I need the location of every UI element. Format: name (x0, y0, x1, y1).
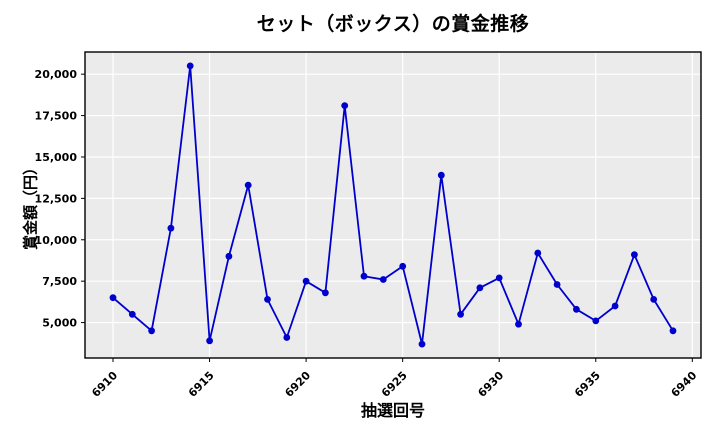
chart-title: セット（ボックス）の賞金推移 (256, 13, 530, 35)
data-point (128, 310, 136, 318)
data-point (244, 181, 252, 189)
x-tick-label: 6925 (379, 369, 410, 400)
x-tick-label: 6920 (282, 369, 313, 400)
data-point (437, 171, 445, 179)
data-point (322, 289, 329, 297)
x-axis-label: 抽選回号 (360, 401, 425, 420)
data-point (379, 276, 387, 283)
x-tick-label: 6940 (669, 369, 700, 400)
data-point (206, 337, 214, 345)
data-point (476, 284, 484, 292)
data-point (534, 249, 542, 257)
data-point (302, 277, 310, 285)
data-point (592, 317, 600, 325)
x-tick-label: 6910 (89, 369, 120, 400)
y-tick-label: 10,000 (35, 234, 78, 247)
data-point (399, 262, 407, 270)
data-point (650, 296, 658, 303)
y-tick-label: 12,500 (35, 192, 78, 205)
y-tick-label: 17,500 (35, 110, 78, 123)
x-tick-label: 6915 (186, 369, 217, 400)
data-point (611, 302, 619, 310)
data-point (573, 305, 580, 313)
data-point (418, 340, 426, 348)
y-axis-label: 賞金額（円） (21, 159, 40, 251)
data-point (264, 296, 271, 303)
plot-background (85, 52, 701, 358)
data-point (186, 62, 194, 70)
data-line (112, 65, 674, 346)
data-point (341, 102, 349, 109)
y-tick-label: 7,500 (42, 275, 77, 288)
data-point (669, 327, 677, 335)
y-tick-label: 15,000 (35, 151, 78, 164)
data-point (109, 294, 117, 302)
x-tick-label: 6930 (475, 369, 506, 400)
data-point (553, 281, 561, 288)
data-point (515, 320, 522, 328)
data-point (167, 224, 175, 232)
data-point (148, 327, 156, 335)
y-tick-label: 5,000 (42, 317, 77, 330)
data-point (457, 310, 464, 318)
data-point (225, 252, 233, 260)
data-point (360, 272, 368, 280)
data-point (495, 274, 503, 282)
y-tick-label: 20,000 (35, 68, 78, 81)
data-point (631, 251, 638, 259)
data-point (283, 334, 291, 341)
plot-border (84, 51, 702, 359)
x-tick-label: 6935 (572, 369, 603, 400)
